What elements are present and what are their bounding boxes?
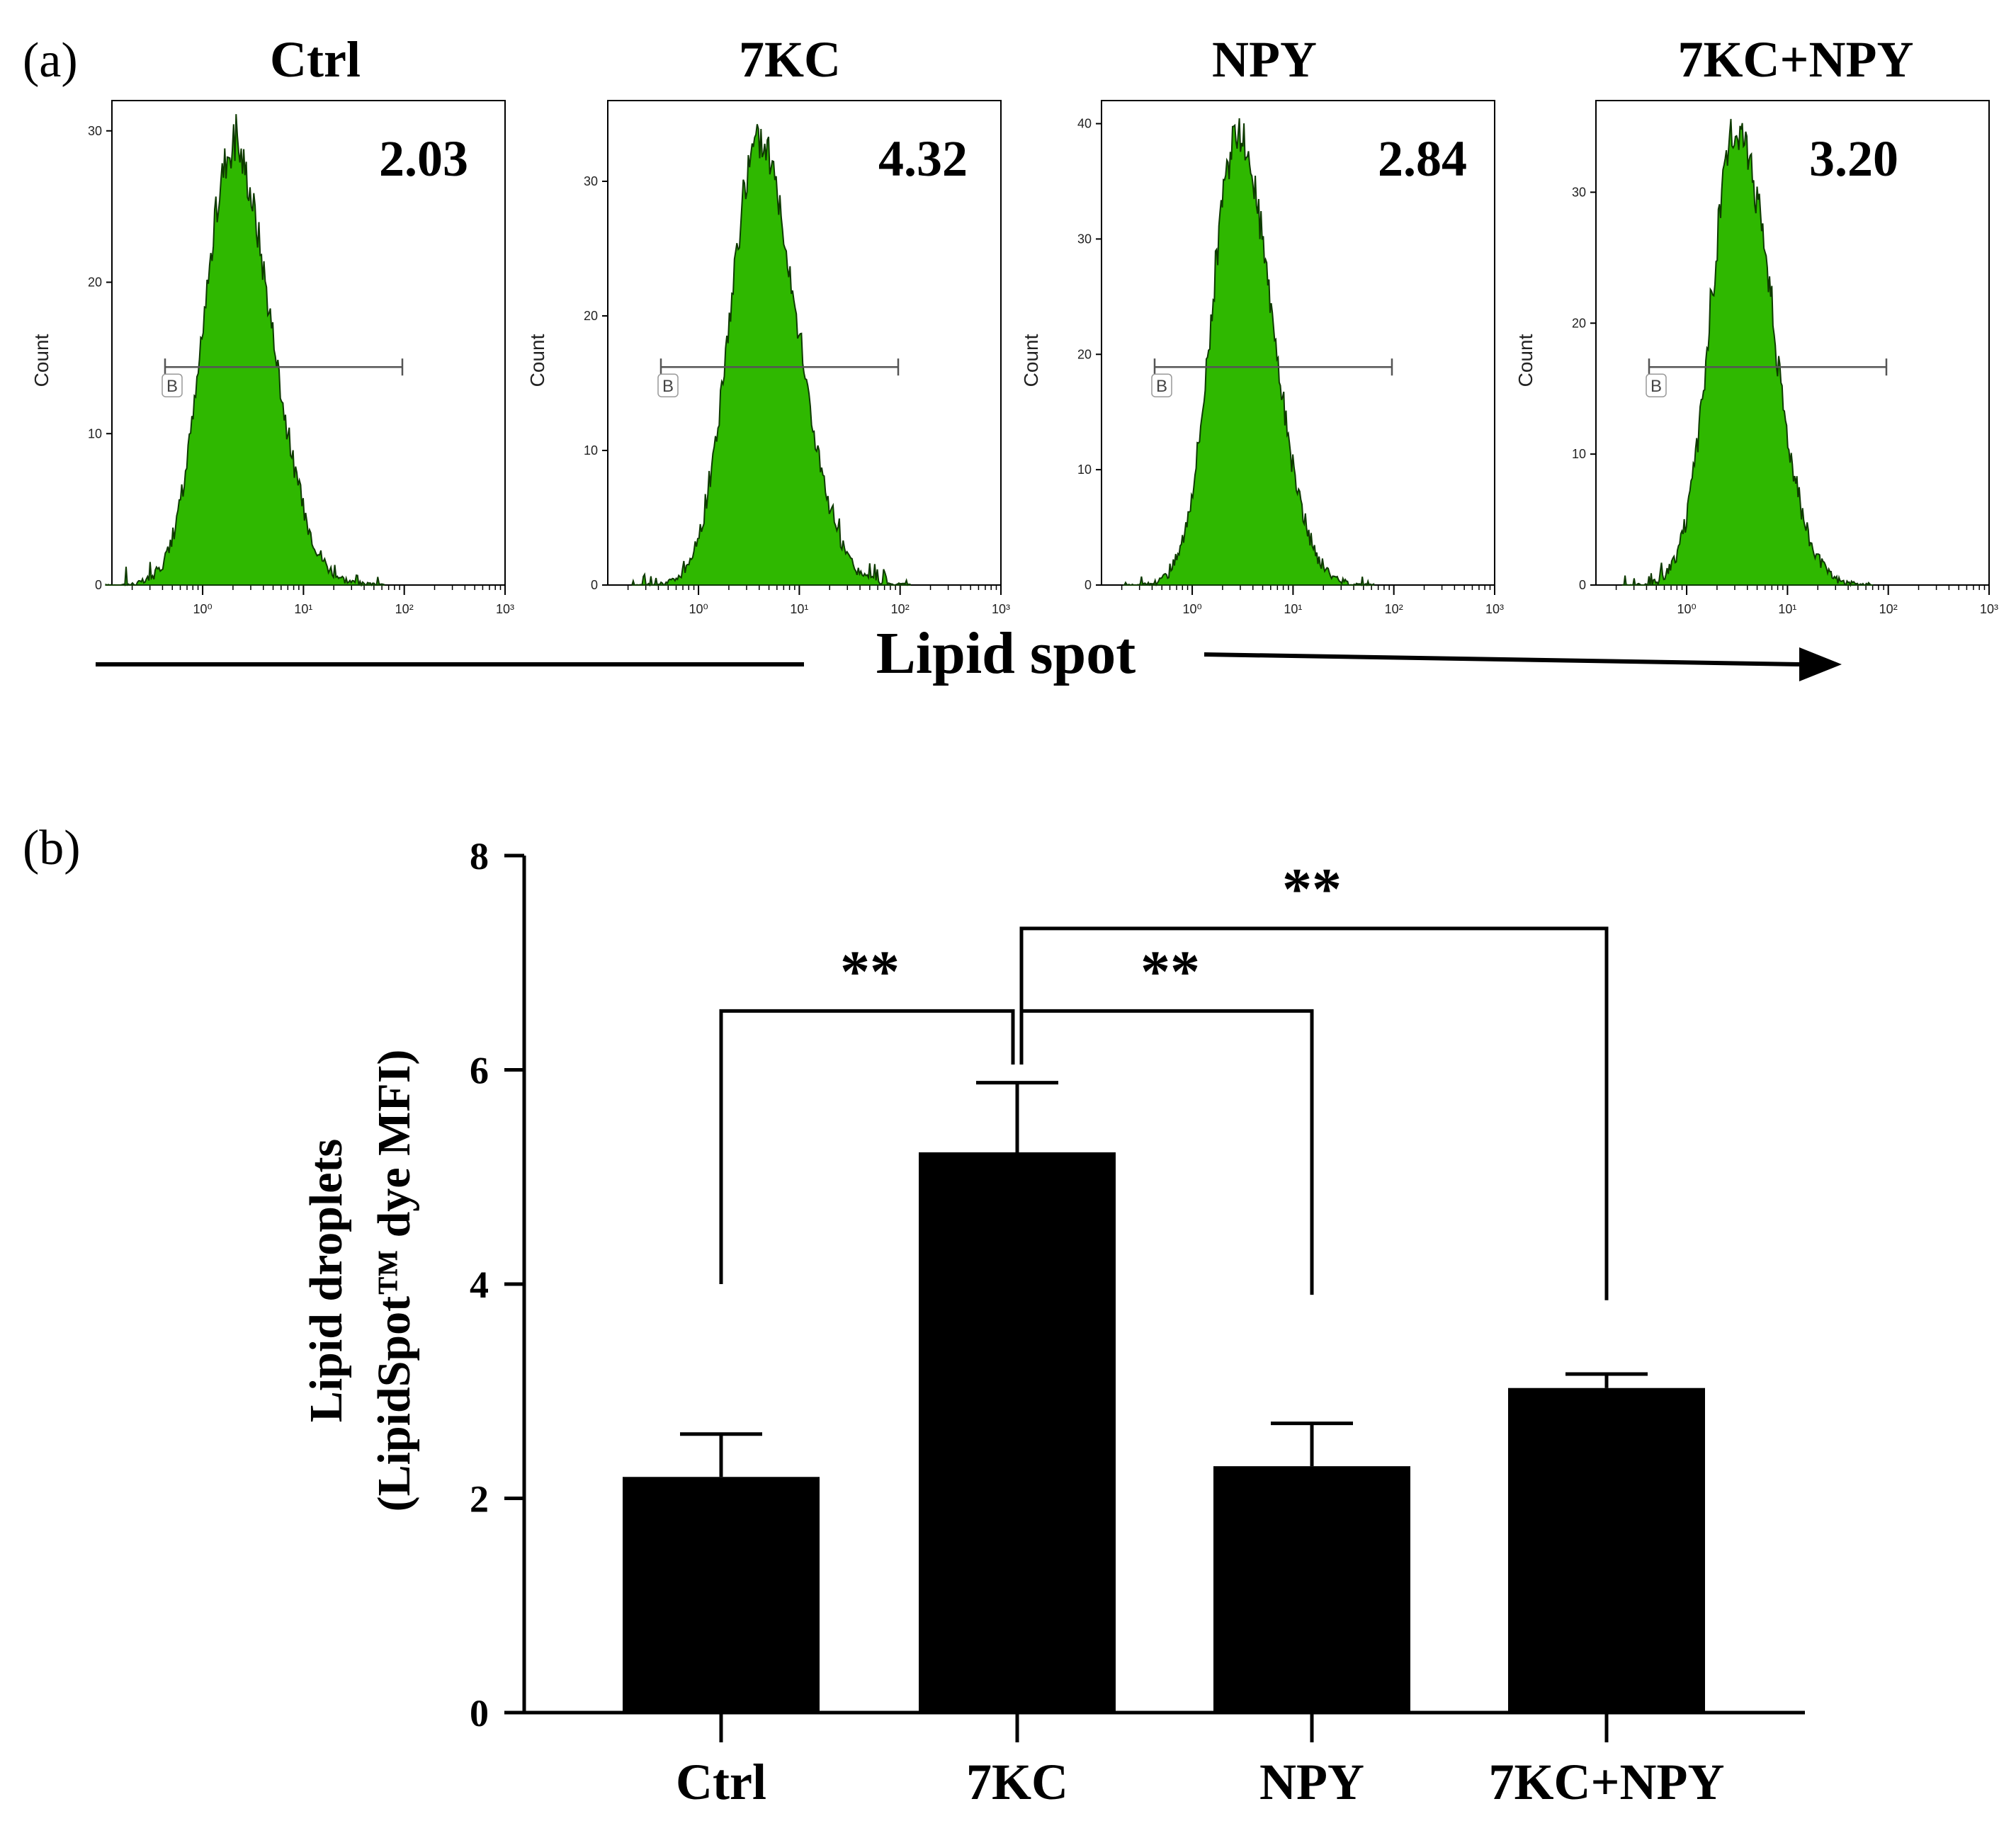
histogram-y-tick-label: 20	[1077, 347, 1092, 361]
histogram-distribution	[1621, 118, 1874, 588]
histogram-y-tick-label: 30	[1572, 185, 1586, 199]
significance-label: **	[1282, 856, 1342, 922]
histogram-y-label: Count	[1514, 334, 1536, 387]
histogram-distribution	[631, 124, 911, 587]
histogram-y-tick-label: 0	[1579, 578, 1586, 592]
histogram-x-tick-label: 10¹	[790, 602, 808, 616]
histogram-x-tick-label: 10¹	[1284, 602, 1302, 616]
gate-label: B	[1650, 377, 1662, 396]
histogram-distribution	[105, 114, 385, 587]
gate-label-box	[1646, 373, 1667, 397]
significance-label: **	[1140, 938, 1200, 1004]
histogram-x-tick-label: 10¹	[294, 602, 312, 616]
significance-bracket	[1019, 926, 1609, 1300]
histogram-y-tick-label: 20	[1572, 316, 1586, 330]
lipid-spot-arrow-right	[1204, 652, 1800, 666]
histogram-x-tick-label: 10²	[395, 602, 414, 616]
histogram-y-tick-label: 0	[95, 578, 102, 592]
histogram-mfi-value: 4.32	[878, 130, 968, 187]
bar-category-label: 7KC+NPY	[1489, 1754, 1725, 1810]
bar-y-tick-label: 4	[470, 1264, 489, 1306]
histogram-title: 7KC+NPY	[1678, 31, 1914, 88]
bar-y-tick-label: 0	[470, 1692, 489, 1735]
lipid-spot-arrowhead	[1799, 647, 1842, 681]
bar	[623, 1477, 820, 1713]
gate-label-box	[162, 373, 183, 397]
histogram-y-tick-label: 0	[591, 578, 598, 592]
histogram-x-tick-label: 10⁰	[1182, 602, 1201, 616]
histogram-x-tick-label: 10¹	[1778, 602, 1796, 616]
histogram-y-label: Count	[526, 334, 548, 387]
histogram-x-tick-label: 10⁰	[689, 602, 708, 616]
bar-ylabel-line1: Lipid droplets	[300, 1139, 352, 1422]
bar-y-tick-label: 8	[470, 835, 489, 878]
bar-ylabel-line2: (LipidSpot™ dye MFI)	[368, 1050, 420, 1512]
panel-a-label: (a)	[23, 33, 78, 88]
histogram-x-tick-label: 10³	[1980, 602, 1998, 616]
gate-label: B	[1156, 377, 1167, 396]
bar	[1213, 1466, 1410, 1713]
gate-label-box	[657, 373, 679, 397]
histogram-y-tick-label: 0	[1085, 578, 1092, 592]
histogram-x-tick-label: 10⁰	[1677, 602, 1696, 616]
histogram-panels: Ctrl 2.03 Count 0 10 20 30 10⁰ 10¹ 10² 10³ B 7KC 4.32…	[30, 31, 1998, 616]
lipid-spot-title: Lipid spot	[876, 620, 1136, 686]
histogram-x-tick-label: 10⁰	[193, 602, 212, 616]
bar	[1508, 1387, 1705, 1713]
bar-y-tick-label: 2	[470, 1478, 489, 1521]
bar	[919, 1152, 1116, 1713]
significance-label: **	[840, 938, 900, 1004]
histogram-x-tick-label: 10²	[1385, 602, 1403, 616]
histogram-y-tick-label: 20	[584, 309, 598, 323]
histogram-x-tick-label: 10³	[496, 602, 514, 616]
bar-category-label: 7KC	[966, 1754, 1068, 1810]
histogram-y-tick-label: 10	[1077, 462, 1092, 477]
histogram-x-tick-label: 10³	[1485, 602, 1504, 616]
histogram-title: Ctrl	[270, 31, 361, 88]
gate-label: B	[166, 377, 178, 396]
histogram-title: 7KC	[739, 31, 841, 88]
panel-b-label: (b)	[23, 821, 81, 875]
bar-category-label: NPY	[1259, 1754, 1364, 1810]
histogram-y-tick-label: 30	[584, 174, 598, 188]
histogram-x-tick-label: 10²	[891, 602, 910, 616]
histogram-y-label: Count	[30, 334, 52, 387]
histogram-y-tick-label: 30	[1077, 232, 1092, 246]
bar-y-tick-label: 6	[470, 1050, 489, 1092]
gate-label-box	[1151, 373, 1172, 397]
histogram-y-tick-label: 10	[88, 426, 102, 441]
histogram-title: NPY	[1212, 31, 1317, 88]
histogram-mfi-value: 2.03	[379, 130, 468, 187]
histogram-y-tick-label: 10	[1572, 447, 1586, 461]
histogram-y-tick-label: 30	[88, 124, 102, 138]
histogram-mfi-value: 3.20	[1809, 130, 1898, 187]
bar-category-label: Ctrl	[676, 1754, 766, 1810]
histogram-y-tick-label: 20	[88, 276, 102, 290]
significance-bracket	[719, 1009, 1015, 1284]
bar-chart: 0 2 4 6 8 Ctrl 7KC NPY 7KC+NPY ** ** **	[470, 835, 1805, 1810]
histogram-y-label: Count	[1020, 334, 1042, 387]
histogram-y-tick-label: 10	[584, 443, 598, 458]
histogram-distribution	[1123, 118, 1375, 587]
gate-label: B	[662, 377, 674, 396]
histogram-x-tick-label: 10²	[1879, 602, 1898, 616]
histogram-y-tick-label: 40	[1077, 117, 1092, 131]
histogram-mfi-value: 2.84	[1378, 130, 1467, 187]
histogram-x-tick-label: 10³	[992, 602, 1010, 616]
